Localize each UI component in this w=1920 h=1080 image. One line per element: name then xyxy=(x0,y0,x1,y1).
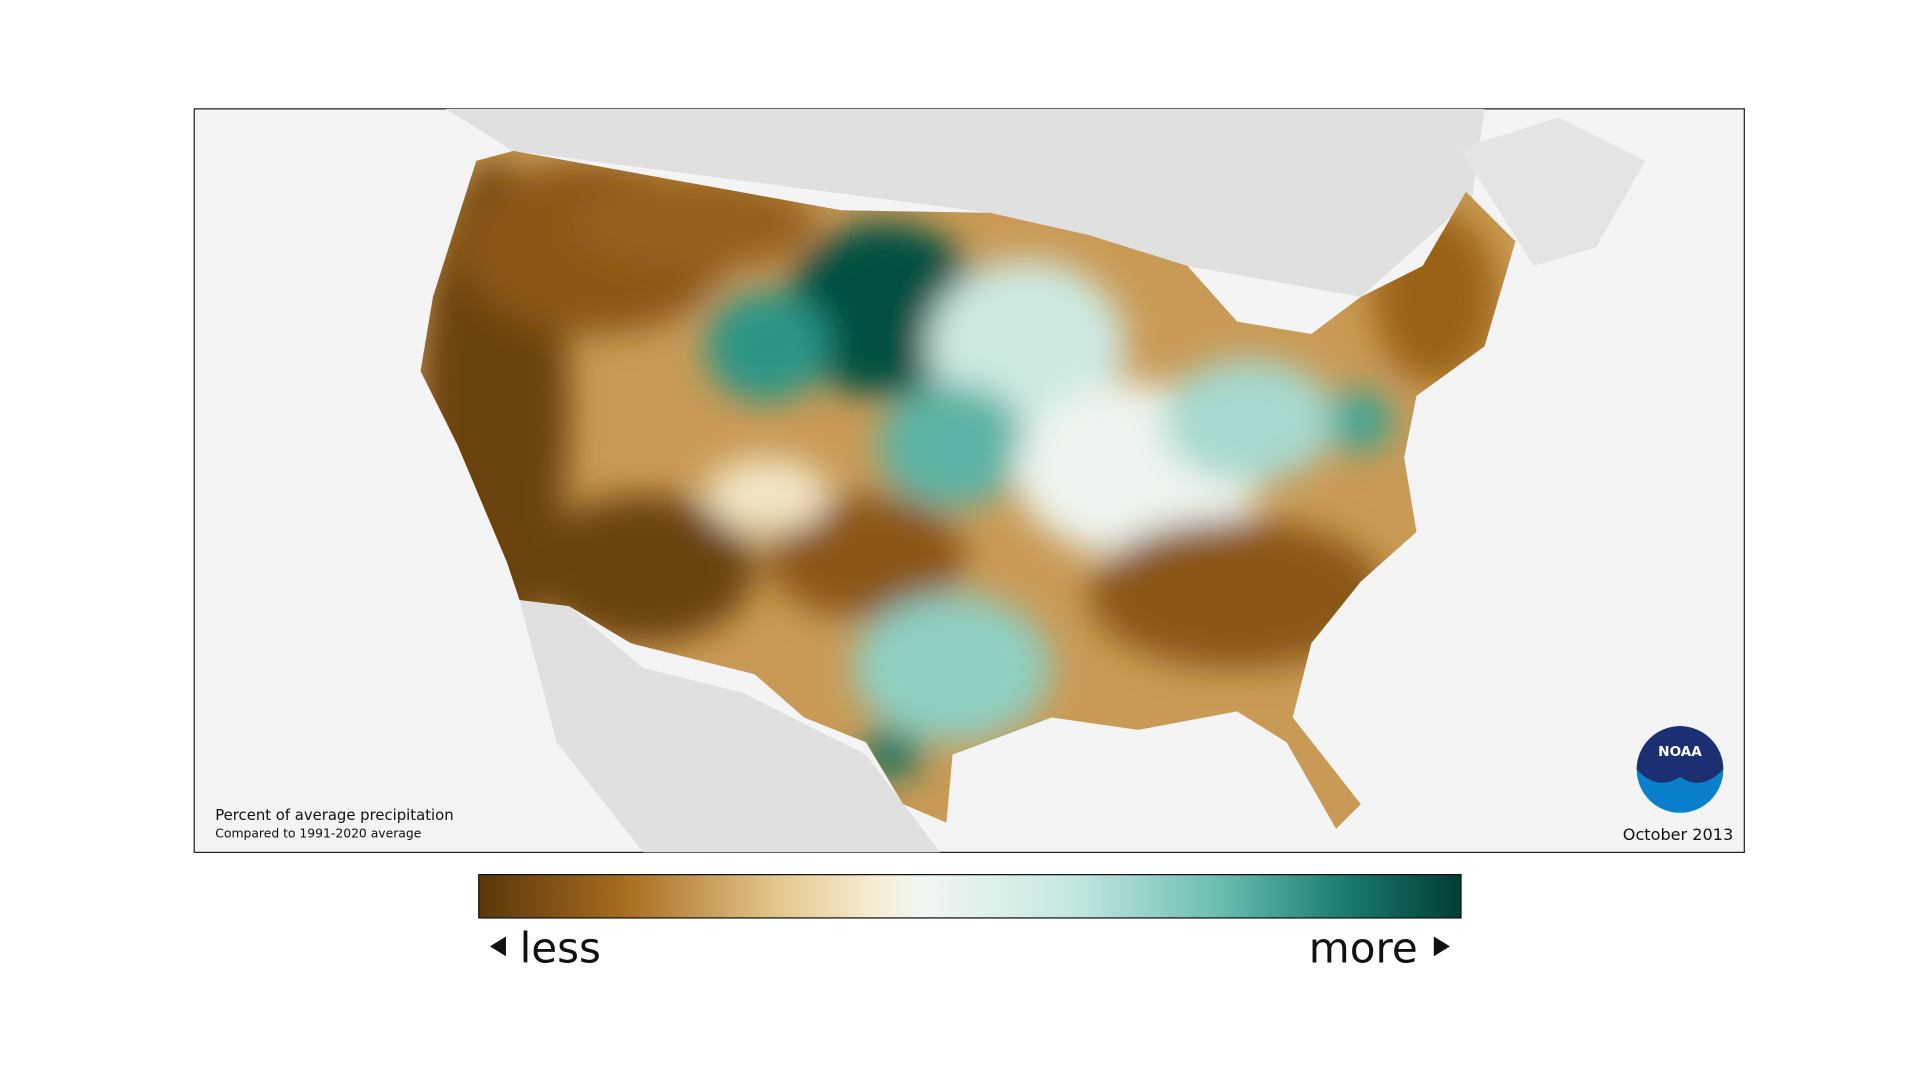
noaa-logo: NOAA xyxy=(1636,726,1724,813)
background-land xyxy=(445,108,1646,853)
caption-subtitle: Compared to 1991-2020 average xyxy=(215,827,421,841)
legend-low-label: less xyxy=(520,923,601,972)
logo-text: NOAA xyxy=(1658,744,1702,760)
caption-title: Percent of average precipitation xyxy=(215,807,453,824)
date-label: October 2013 xyxy=(1623,825,1733,844)
more-arrow xyxy=(1433,936,1450,957)
legend-high-label: more xyxy=(1309,923,1418,972)
color-bar xyxy=(478,874,1462,919)
less-arrow xyxy=(489,936,506,957)
